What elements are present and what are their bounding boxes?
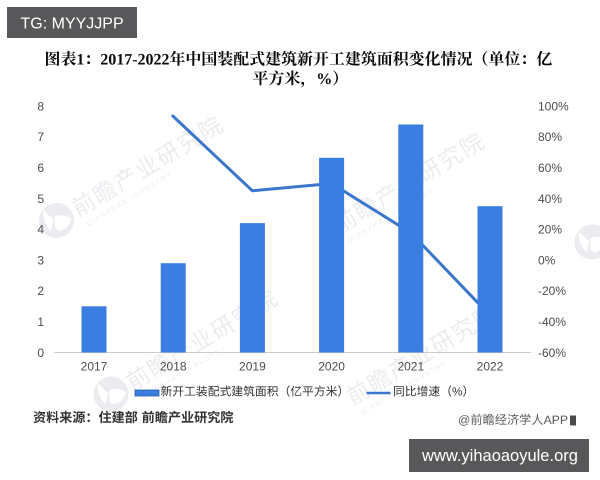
svg-text:2021: 2021	[397, 360, 424, 374]
svg-text:6: 6	[37, 161, 44, 175]
svg-text:40%: 40%	[538, 192, 562, 206]
svg-text:4: 4	[37, 223, 44, 237]
svg-text:8: 8	[37, 99, 44, 113]
svg-text:60%: 60%	[538, 161, 562, 175]
svg-text:1: 1	[37, 315, 44, 329]
svg-text:0: 0	[37, 346, 44, 360]
svg-text:3: 3	[37, 253, 44, 267]
svg-text:2022: 2022	[477, 360, 504, 374]
svg-text:2017: 2017	[81, 360, 108, 374]
svg-text:TG: MYYJJPP: TG: MYYJJPP	[21, 16, 124, 33]
svg-text:5: 5	[37, 192, 44, 206]
svg-text:7: 7	[37, 130, 44, 144]
svg-text:2: 2	[37, 284, 44, 298]
svg-text:-20%: -20%	[538, 284, 566, 298]
svg-text:2018: 2018	[160, 360, 187, 374]
svg-text:-40%: -40%	[538, 315, 566, 329]
svg-text:2019: 2019	[239, 360, 266, 374]
svg-text:www.yihaoaoyule.org: www.yihaoaoyule.org	[421, 447, 578, 465]
svg-text:100%: 100%	[538, 99, 569, 113]
svg-text:80%: 80%	[538, 130, 562, 144]
svg-text:2020: 2020	[318, 360, 345, 374]
svg-text:20%: 20%	[538, 223, 562, 237]
svg-text:0%: 0%	[538, 253, 556, 267]
svg-text:-60%: -60%	[538, 346, 566, 360]
